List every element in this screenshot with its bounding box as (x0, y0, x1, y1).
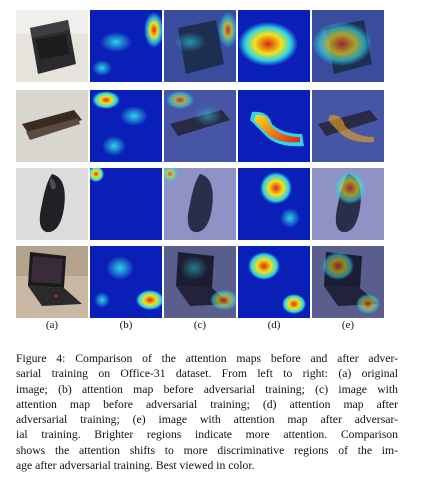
row-backpack (16, 10, 384, 82)
row-stapler (16, 90, 384, 162)
attention-map-after-stapler (238, 90, 310, 162)
overlay-before-backpack (164, 10, 236, 82)
original-image-laptop (16, 246, 88, 318)
original-image-mouse (16, 168, 88, 240)
overlay-before-laptop (164, 246, 236, 318)
attention-map-after-mouse (238, 168, 310, 240)
caption-line: sarial training on Office-31 dataset. Fr… (16, 367, 398, 381)
caption-line: attention map before adversarial trainin… (16, 397, 398, 411)
column-label-b: (b) (119, 319, 133, 331)
row-mouse (16, 168, 384, 240)
column-labels: (a) (b) (c) (d) (e) (16, 319, 388, 335)
overlay-after-laptop (312, 246, 384, 318)
caption-line: adversarial training; (e) image with att… (16, 413, 398, 427)
figure-caption: Figure 4: Comparison of the attention ma… (16, 351, 398, 473)
column-label-e: (e) (341, 319, 355, 331)
overlay-after-stapler (312, 90, 384, 162)
caption-line: ial training. Brighter regions indicate … (16, 428, 398, 442)
overlay-after-backpack (312, 10, 384, 82)
original-image-backpack (16, 10, 88, 82)
column-label-d: (d) (267, 319, 281, 331)
overlay-before-mouse (164, 168, 236, 240)
overlay-after-mouse (312, 168, 384, 240)
caption-line: age after adversarial training. Best vie… (16, 459, 255, 473)
attention-map-before-stapler (90, 90, 162, 162)
attention-map-after-backpack (238, 10, 310, 82)
overlay-before-stapler (164, 90, 236, 162)
attention-map-before-mouse (90, 168, 162, 240)
attention-map-before-backpack (90, 10, 162, 82)
caption-line: Figure 4: Comparison of the attention ma… (16, 352, 398, 365)
attention-map-after-laptop (238, 246, 310, 318)
caption-line: shows the attention shifts to more discr… (16, 443, 398, 457)
attention-map-before-laptop (90, 246, 162, 318)
column-label-a: (a) (45, 319, 59, 331)
caption-line: image; (b) attention map before adversar… (16, 382, 398, 396)
original-image-stapler (16, 90, 88, 162)
column-label-c: (c) (193, 319, 207, 331)
row-laptop (16, 246, 384, 318)
